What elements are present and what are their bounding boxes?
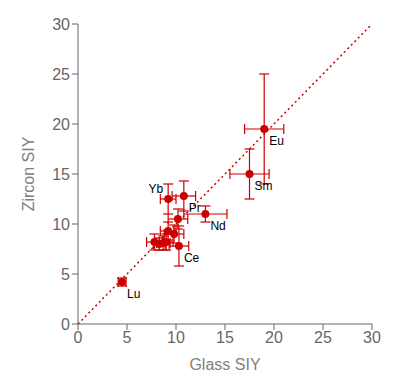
- svg-text:25: 25: [52, 66, 70, 83]
- svg-text:10: 10: [52, 216, 70, 233]
- svg-text:Lu: Lu: [127, 287, 140, 301]
- svg-text:Eu: Eu: [269, 134, 284, 148]
- svg-text:25: 25: [314, 329, 332, 346]
- svg-text:30: 30: [363, 329, 381, 346]
- svg-text:5: 5: [61, 266, 70, 283]
- svg-text:0: 0: [74, 329, 83, 346]
- svg-text:5: 5: [123, 329, 132, 346]
- svg-text:Pr: Pr: [189, 201, 201, 215]
- svg-text:30: 30: [52, 16, 70, 33]
- svg-text:Ce: Ce: [184, 251, 200, 265]
- svg-text:Glass SIY: Glass SIY: [189, 356, 260, 373]
- svg-text:Zircon SIY: Zircon SIY: [20, 136, 37, 211]
- svg-text:0: 0: [61, 316, 70, 333]
- svg-text:Sm: Sm: [255, 179, 273, 193]
- svg-text:20: 20: [52, 116, 70, 133]
- svg-text:20: 20: [265, 329, 283, 346]
- svg-text:Yb: Yb: [148, 182, 163, 196]
- svg-text:15: 15: [52, 166, 70, 183]
- svg-text:Nd: Nd: [210, 219, 225, 233]
- svg-text:15: 15: [216, 329, 234, 346]
- svg-text:10: 10: [167, 329, 185, 346]
